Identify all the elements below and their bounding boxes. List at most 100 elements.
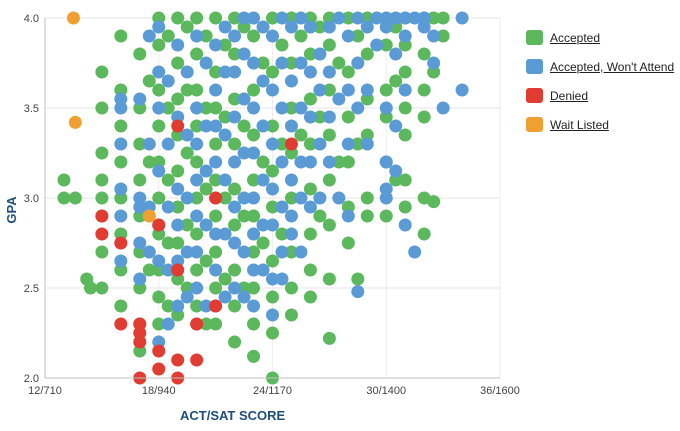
point-accepted-won-t-attend [237,290,251,304]
point-accepted-won-t-attend [209,263,223,277]
legend-swatch-accepted [526,30,543,45]
legend-label-denied: Denied [550,88,589,103]
point-accepted [237,281,251,295]
point-accepted-won-t-attend [341,137,355,151]
point-accepted-won-t-attend [427,56,441,70]
point-accepted-won-t-attend [218,227,232,241]
legend-item-wait-listed[interactable]: Wait Listed [526,115,674,134]
point-accepted [417,83,431,97]
point-accepted-won-t-attend [256,218,270,232]
legend-item-accepted-wont-attend[interactable]: Accepted, Won't Attend [526,57,674,76]
point-accepted [199,182,213,196]
point-accepted [114,191,128,205]
point-accepted [209,137,223,151]
point-accepted-won-t-attend [303,155,317,169]
point-accepted [303,92,317,106]
point-accepted-won-t-attend [294,191,308,205]
point-accepted-won-t-attend [275,155,289,169]
point-accepted-won-t-attend [161,263,175,277]
point-accepted [332,155,346,169]
point-accepted [266,65,279,79]
legend-label-wait-listed: Wait Listed [550,117,609,132]
point-accepted-won-t-attend [284,173,298,187]
point-accepted-won-t-attend [275,101,289,115]
point-denied [209,191,223,205]
point-accepted [133,209,147,223]
point-accepted [95,101,109,115]
point-accepted [360,128,374,142]
point-accepted-won-t-attend [209,155,223,169]
point-accepted-won-t-attend [152,164,166,178]
point-accepted [171,164,185,178]
point-accepted-won-t-attend [190,209,204,223]
point-accepted [322,11,336,25]
point-accepted [199,101,213,115]
legend-item-denied[interactable]: Denied [526,86,674,105]
point-accepted-won-t-attend [266,218,279,232]
point-accepted [303,227,317,241]
point-accepted [228,47,242,61]
point-accepted [436,29,450,43]
point-accepted [133,137,147,151]
point-accepted [237,20,251,34]
point-accepted [209,245,223,259]
point-accepted [303,47,317,61]
point-accepted [266,326,279,340]
point-accepted-won-t-attend [370,38,384,52]
point-denied [209,299,223,313]
point-accepted-won-t-attend [180,65,194,79]
point-accepted [417,110,431,124]
point-accepted [171,272,185,286]
point-accepted [313,209,327,223]
point-accepted [84,281,97,295]
point-accepted-won-t-attend [389,47,403,61]
point-accepted-won-t-attend [427,29,441,43]
point-accepted-won-t-attend [237,191,251,205]
point-accepted-won-t-attend [256,74,270,88]
point-accepted-won-t-attend [237,11,251,25]
point-accepted [389,173,403,187]
legend-item-accepted[interactable]: Accepted [526,28,674,47]
point-accepted-won-t-attend [379,155,393,169]
point-accepted [171,11,185,25]
point-accepted [398,38,412,52]
legend: Accepted Accepted, Won't Attend Denied W… [526,28,674,144]
point-accepted-won-t-attend [114,92,128,106]
point-accepted [284,191,298,205]
point-accepted [152,263,166,277]
point-accepted [284,146,298,160]
point-accepted-won-t-attend [171,110,185,124]
point-accepted [256,236,270,250]
point-accepted-won-t-attend [114,137,128,151]
point-accepted [218,38,232,52]
point-denied [152,362,166,376]
point-accepted [152,227,166,241]
point-accepted [199,254,213,268]
point-accepted-won-t-attend [152,335,166,349]
point-accepted [95,146,109,160]
point-accepted-won-t-attend [417,20,431,34]
point-accepted-won-t-attend [379,182,393,196]
point-accepted-won-t-attend [294,11,308,25]
point-denied [114,236,128,250]
point-accepted [417,47,431,61]
point-accepted [247,29,261,43]
y-tick-label: 2.0 [24,373,39,385]
point-accepted [351,137,365,151]
point-accepted [398,200,412,214]
point-accepted-won-t-attend [322,110,336,124]
point-accepted-won-t-attend [408,245,422,259]
point-accepted [133,47,147,61]
point-accepted [114,227,128,241]
point-accepted [275,227,289,241]
point-accepted [360,92,374,106]
point-accepted [152,317,166,331]
point-accepted-won-t-attend [133,92,147,106]
point-accepted [303,11,317,25]
point-accepted-won-t-attend [180,191,194,205]
point-accepted [114,29,128,43]
point-accepted-won-t-attend [275,11,289,25]
point-accepted-won-t-attend [199,218,213,232]
point-accepted-won-t-attend [190,245,204,259]
point-accepted-won-t-attend [152,65,166,79]
